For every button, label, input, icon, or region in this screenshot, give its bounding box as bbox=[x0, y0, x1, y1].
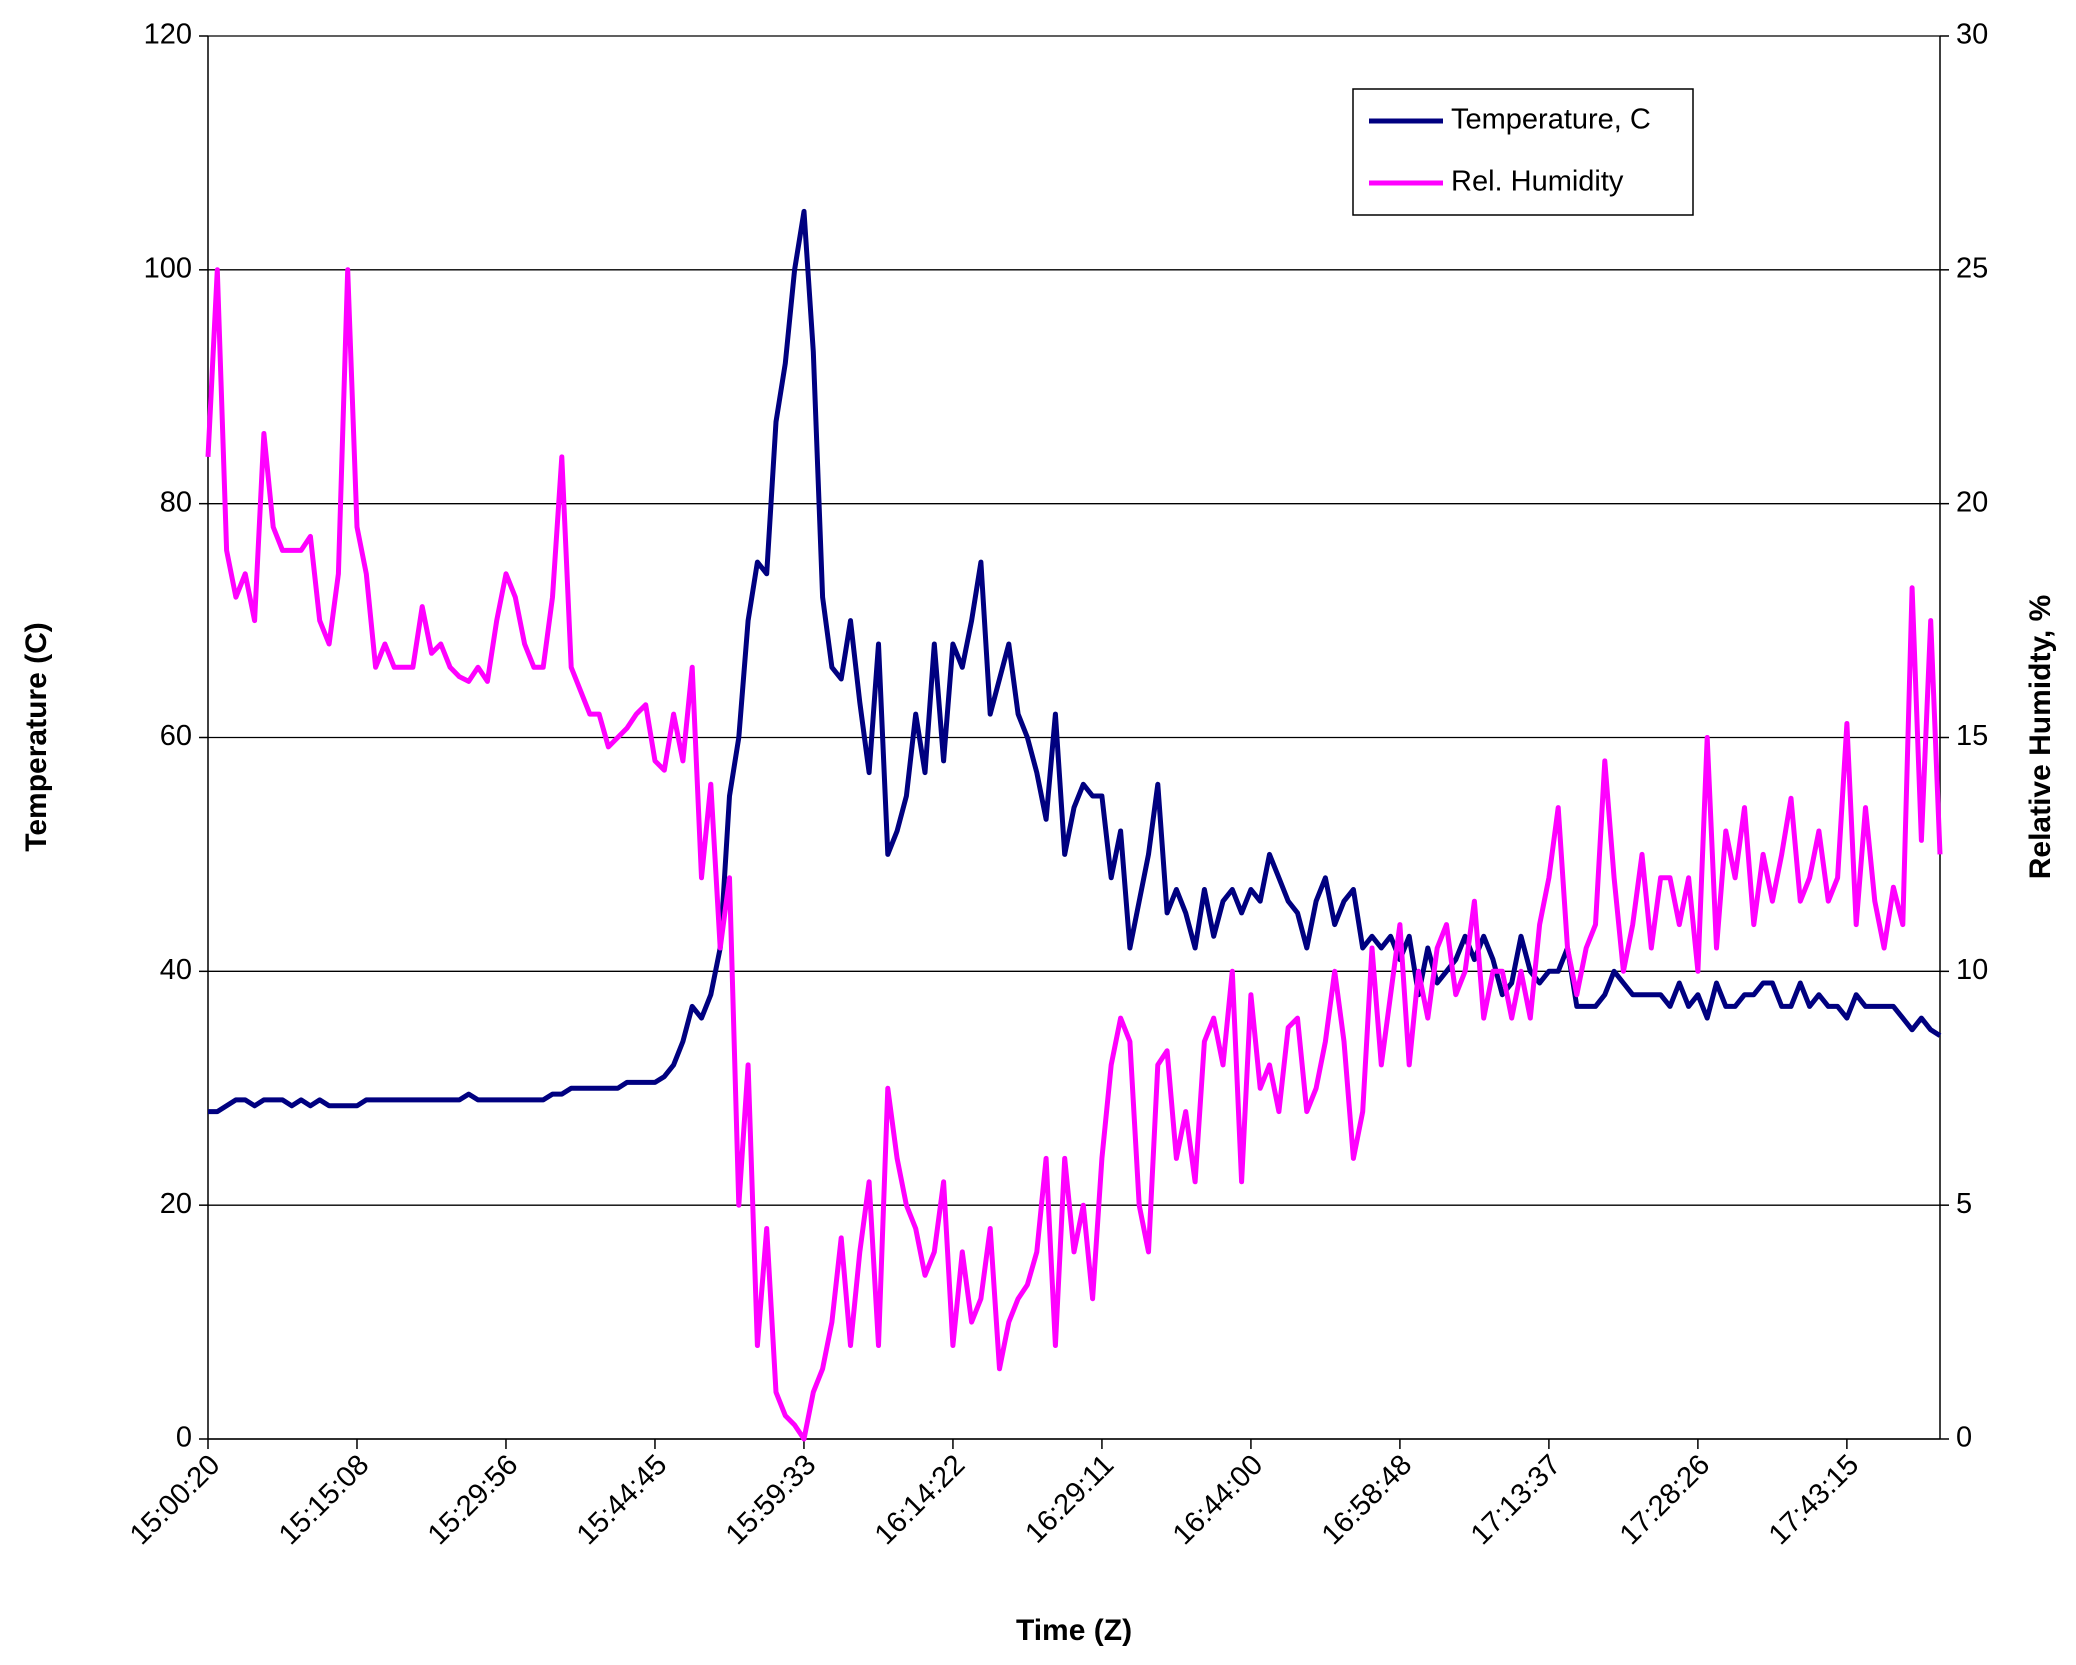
y2-axis-title: Relative Humidty, % bbox=[2024, 595, 2057, 880]
legend-box bbox=[1352, 88, 1694, 216]
y2-tick-label: 30 bbox=[1956, 19, 1988, 51]
y-tick-label: 60 bbox=[160, 720, 192, 752]
legend-label: Temperature, C bbox=[1451, 104, 1651, 136]
data-line bbox=[205, 267, 1943, 1442]
y2-tick-label: 25 bbox=[1956, 252, 1988, 284]
y-tick-label: 0 bbox=[176, 1422, 192, 1454]
y-tick-label: 80 bbox=[160, 486, 192, 518]
y-axis-title: Temperature (C) bbox=[20, 622, 53, 851]
data-line bbox=[208, 208, 1942, 1115]
x-tick-label: 17:43:15 bbox=[1763, 1449, 1865, 1551]
x-tick-label: 17:28:26 bbox=[1614, 1449, 1716, 1551]
legend-label: Rel. Humidity bbox=[1451, 166, 1624, 198]
x-axis-title: Time (Z) bbox=[1016, 1614, 1132, 1647]
y-tick-label: 40 bbox=[160, 954, 192, 986]
y2-tick-label: 0 bbox=[1956, 1422, 1972, 1454]
x-tick-label: 17:13:37 bbox=[1465, 1449, 1567, 1551]
x-tick-label: 15:44:45 bbox=[571, 1449, 673, 1551]
x-tick-label: 16:14:22 bbox=[869, 1449, 971, 1551]
y-tick-label: 20 bbox=[160, 1188, 192, 1220]
x-tick-label: 16:29:11 bbox=[1019, 1449, 1120, 1550]
x-tick-label: 16:58:48 bbox=[1316, 1449, 1418, 1551]
y2-tick-label: 5 bbox=[1956, 1188, 1972, 1220]
x-tick-label: 15:15:08 bbox=[273, 1449, 375, 1551]
y2-tick-label: 20 bbox=[1956, 486, 1988, 518]
y-tick-label: 100 bbox=[144, 252, 192, 284]
x-tick-label: 15:00:20 bbox=[124, 1449, 226, 1551]
y-tick-label: 120 bbox=[144, 19, 192, 51]
x-tick-label: 16:44:00 bbox=[1167, 1449, 1269, 1551]
x-tick-label: 15:59:33 bbox=[720, 1449, 822, 1551]
x-tick-label: 15:29:56 bbox=[422, 1449, 524, 1551]
y2-tick-label: 10 bbox=[1956, 954, 1988, 986]
y2-tick-label: 15 bbox=[1956, 720, 1988, 752]
